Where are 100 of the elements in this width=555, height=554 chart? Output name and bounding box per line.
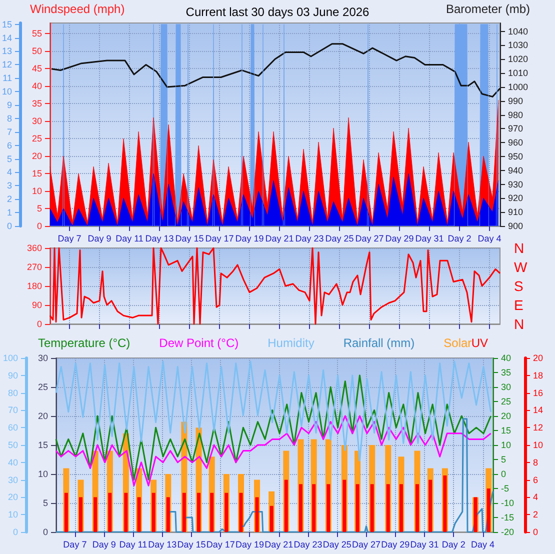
y-tick-label: 45 [32, 64, 42, 74]
y-tick-label: 15 [38, 440, 48, 450]
bar [312, 484, 316, 532]
y2-tick-label: 960 [508, 138, 524, 148]
y-tick-label: 20 [533, 353, 544, 363]
bar [370, 484, 374, 532]
y-tick-label: 6 [533, 474, 538, 485]
y-tick-label: 180 [26, 281, 42, 291]
y2-tick-label: 0 [501, 469, 506, 479]
y3-tick-label: 8 [6, 113, 12, 124]
bar [270, 506, 274, 532]
y3-tick-label: 70 [8, 405, 18, 416]
x-tick-label: Day 9 [88, 234, 112, 244]
bar [224, 492, 228, 532]
y-tick-label: 14 [533, 405, 544, 416]
y2-tick-label: 1020 [508, 54, 528, 64]
y2-tick-label: 940 [508, 165, 524, 176]
y2-tick-label: 10 [501, 440, 512, 450]
bar [64, 492, 68, 532]
text: Temperature (°C) [38, 336, 130, 350]
y2-tick-label: -5 [501, 484, 510, 494]
bar [124, 492, 128, 532]
bar [284, 480, 288, 532]
bar [356, 484, 360, 532]
y2-tick-label: 1040 [508, 26, 528, 36]
y2-tick-label: 910 [508, 207, 524, 218]
x-tick-label: Day 23 [294, 540, 322, 550]
text: UV [471, 336, 488, 350]
bar [386, 484, 390, 532]
x-tick-label: Day 13 [145, 234, 174, 244]
y-tick-label: 55 [32, 28, 42, 38]
y-tick-label: 270 [26, 262, 42, 272]
x-tick-label: Day 9 [92, 540, 116, 550]
y2-tick-label: 30 [501, 382, 512, 392]
y-tick-label: 2 [533, 510, 538, 520]
y3-tick-label: 1 [6, 208, 12, 218]
x-tick-label: Day 4 [471, 540, 495, 550]
y2-tick-label: 15 [501, 426, 512, 436]
y-tick-label: 0 [42, 527, 48, 537]
text: N [514, 240, 524, 256]
x-tick-label: Day 17 [205, 234, 234, 244]
y3-tick-label: 10 [2, 86, 12, 97]
text: W [514, 259, 528, 275]
x-tick-label: Day 31 [415, 234, 444, 244]
x-tick-label: Day 11 [119, 540, 148, 550]
y-tick-label: 5 [36, 204, 42, 214]
y3-tick-label: 80 [8, 388, 18, 398]
y3-tick-label: 10 [8, 510, 18, 520]
x-tick-label: Day 15 [175, 234, 204, 244]
x-tick-label: Day 15 [177, 540, 206, 550]
y2-tick-label: 1010 [508, 68, 528, 78]
y-tick-label: 35 [32, 98, 42, 108]
y-tick-label: 10 [38, 469, 48, 479]
y-tick-label: 25 [38, 382, 48, 392]
y3-tick-label: 13 [2, 46, 12, 56]
y2-tick-label: -15 [501, 512, 514, 522]
x-tick-label: Day 2 [448, 234, 472, 244]
y3-tick-label: 3 [6, 180, 12, 191]
y2-tick-label: 950 [508, 151, 524, 162]
bar [298, 484, 302, 532]
x-tick-label: Day 4 [478, 234, 502, 244]
y-tick-label: 10 [533, 440, 544, 450]
y-tick-label: 0 [36, 221, 42, 231]
text: E [514, 297, 524, 313]
y-tick-label: 18 [533, 370, 544, 380]
y3-tick-label: 60 [8, 422, 18, 433]
x-tick-label: Day 25 [325, 234, 354, 244]
y2-tick-label: 1000 [508, 82, 528, 92]
y3-tick-label: 30 [8, 474, 18, 485]
text: Rainfall (mm) [343, 336, 415, 350]
bar [182, 492, 186, 532]
y-tick-label: 360 [26, 243, 42, 253]
text: N [514, 316, 524, 332]
y-tick-label: 0 [36, 319, 42, 329]
x-tick-label: Day 13 [148, 540, 177, 550]
x-tick-label: Day 2 [442, 540, 466, 550]
y-tick-label: 10 [32, 186, 42, 196]
x-tick-label: Day 23 [295, 234, 324, 244]
x-tick-label: Day 7 [58, 234, 82, 244]
y2-tick-label: 20 [501, 411, 512, 421]
x-tick-label: Day 29 [381, 540, 410, 550]
y-tick-label: 0 [533, 527, 538, 537]
y2-tick-label: 35 [501, 368, 512, 378]
y3-tick-label: 5 [6, 154, 12, 164]
x-tick-label: Day 31 [410, 540, 439, 550]
x-tick-label: Day 29 [385, 234, 414, 244]
x-tick-label: Day 11 [116, 234, 144, 244]
bar [94, 497, 98, 532]
y2-tick-label: 990 [508, 96, 524, 106]
y3-tick-label: 20 [8, 492, 18, 502]
y2-tick-label: -20 [501, 527, 514, 537]
text: S [514, 278, 524, 294]
y2-axis-title: Barometer (mb) [446, 2, 530, 16]
y-tick-label: 5 [42, 498, 48, 508]
y2-tick-label: 900 [508, 221, 524, 231]
text: Solar [444, 336, 472, 350]
y3-tick-label: 6 [6, 140, 12, 150]
y2-tick-label: 40 [501, 353, 512, 363]
y3-tick-label: 12 [2, 60, 12, 70]
bar [108, 492, 112, 532]
